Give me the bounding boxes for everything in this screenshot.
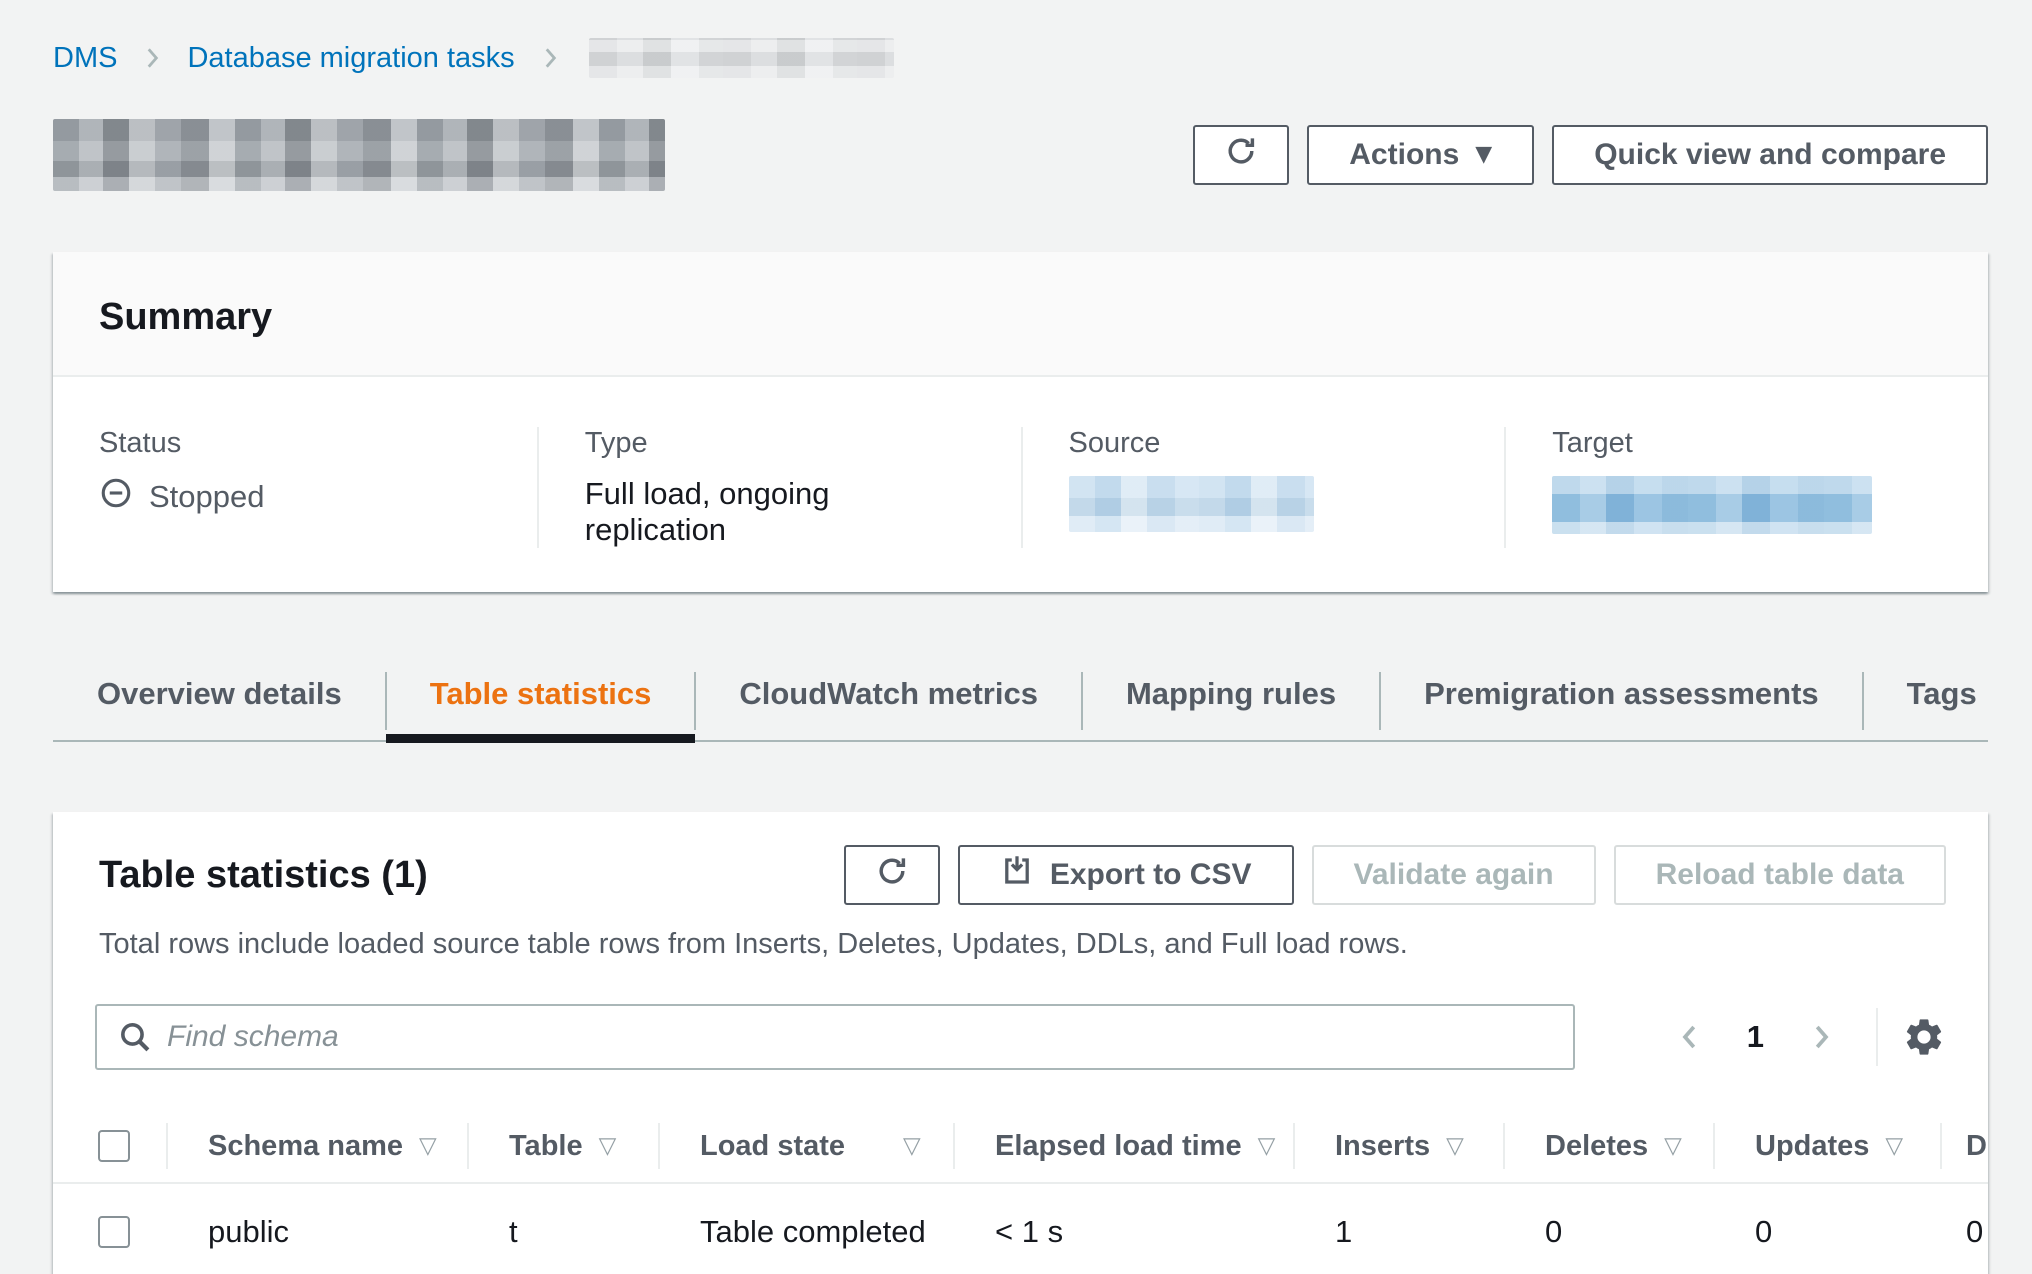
summary-target-column: Target [1504,427,1988,548]
row-checkbox[interactable] [98,1216,130,1248]
cell-ddls-clipped: 0 [1966,1214,1984,1249]
sort-icon: ▽ [1664,1133,1682,1159]
cell-deletes: 0 [1545,1214,1563,1249]
summary-card: Summary Status Stopped [53,252,1988,592]
refresh-icon [1223,133,1259,177]
table-statistics-title: Table statistics (1) [99,853,428,896]
column-header-inserts[interactable]: Inserts ▽ [1293,1110,1503,1182]
export-to-csv-button[interactable]: Export to CSV [957,845,1294,905]
quick-view-compare-button[interactable]: Quick view and compare [1552,125,1988,185]
validate-again-button[interactable]: Validate again [1311,845,1596,905]
type-label: Type [584,427,648,459]
table-settings-gear-icon[interactable] [1902,1015,1946,1059]
source-endpoint-link-redacted[interactable] [1068,476,1314,532]
cell-schema-name: public [208,1214,289,1249]
breadcrumb-link-tasks[interactable]: Database migration tasks [187,41,515,74]
column-header-updates[interactable]: Updates ▽ [1713,1110,1940,1182]
tab-tags[interactable]: Tags [1861,672,2021,740]
search-icon [117,1019,153,1060]
sort-icon: ▽ [419,1133,437,1159]
select-all-checkbox[interactable] [98,1130,130,1162]
caret-down-icon: ▼ [1475,142,1493,167]
type-value: Full load, ongoing replication [584,476,830,547]
table-statistics-card: Table statistics (1) [53,812,1988,1274]
sort-icon: ▽ [1257,1133,1276,1159]
cell-updates: 0 [1755,1214,1773,1249]
refresh-icon [874,853,910,897]
breadcrumb-link-dms[interactable]: DMS [53,41,118,74]
column-header-table[interactable]: Table ▽ [467,1110,658,1182]
reload-table-data-button[interactable]: Reload table data [1613,845,1946,905]
sort-icon: ▽ [1885,1133,1904,1159]
column-header-load-state[interactable]: Load state ▽ [658,1110,953,1182]
summary-source-column: Source [1020,427,1505,548]
cell-inserts: 1 [1335,1214,1353,1249]
source-label: Source [1068,427,1161,459]
summary-card-header: Summary [53,252,1988,377]
table-refresh-button[interactable] [843,845,940,905]
status-label: Status [99,427,182,459]
table-statistics-description: Total rows include loaded source table r… [99,928,1408,960]
column-header-deletes[interactable]: Deletes ▽ [1503,1110,1713,1182]
column-header-elapsed-load-time[interactable]: Elapsed load time ▽ [953,1110,1293,1182]
breadcrumb: DMS Database migration tasks [53,0,1988,78]
table-row: public t Table completed < 1 s 1 0 0 0 [53,1184,1988,1274]
tab-table-statistics[interactable]: Table statistics [384,672,696,743]
breadcrumb-current-redacted [588,38,894,78]
previous-page-button[interactable] [1659,1020,1721,1054]
pager-divider [1876,1008,1878,1066]
sort-icon: ▽ [903,1133,921,1159]
cell-table: t [509,1214,518,1249]
task-detail-tabs: Overview details Table statistics CloudW… [53,672,1988,743]
status-value: Stopped [149,479,265,514]
stopped-circle-minus-icon [99,476,133,518]
download-icon [1000,854,1034,896]
column-header-schema-name[interactable]: Schema name ▽ [166,1110,467,1182]
table-statistics-table: Schema name ▽ Table ▽ Load state ▽ Elaps… [53,1110,1988,1274]
chevron-right-icon [139,43,165,73]
tab-overview-details[interactable]: Overview details [97,676,342,711]
current-page-number[interactable]: 1 [1746,1019,1764,1054]
table-header-row: Schema name ▽ Table ▽ Load state ▽ Elaps… [53,1110,1988,1184]
page-header: Actions ▼ Quick view and compare [53,119,1988,191]
tab-cloudwatch-metrics[interactable]: CloudWatch metrics [694,672,1082,740]
pagination: 1 [1659,1008,1946,1066]
next-page-button[interactable] [1790,1020,1852,1054]
actions-button[interactable]: Actions ▼ [1307,125,1535,185]
column-header-ddls-clipped[interactable]: D [1940,1110,1988,1182]
summary-status-column: Status Stopped [53,427,537,548]
cell-elapsed-load-time: < 1 s [995,1214,1064,1249]
sort-icon: ▽ [598,1133,617,1159]
sort-icon: ▽ [1446,1133,1464,1159]
refresh-button[interactable] [1193,125,1290,185]
target-label: Target [1552,427,1633,459]
summary-type-column: Type Full load, ongoing replication [536,427,1021,548]
chevron-right-icon [537,43,563,73]
find-schema-input[interactable] [95,1004,1575,1070]
tab-premigration-assessments[interactable]: Premigration assessments [1379,672,1863,740]
summary-title: Summary [99,296,273,338]
tab-mapping-rules[interactable]: Mapping rules [1080,672,1380,740]
cell-load-state: Table completed [700,1214,926,1249]
page-title-redacted [53,119,665,191]
target-endpoint-link-redacted[interactable] [1552,476,1873,534]
